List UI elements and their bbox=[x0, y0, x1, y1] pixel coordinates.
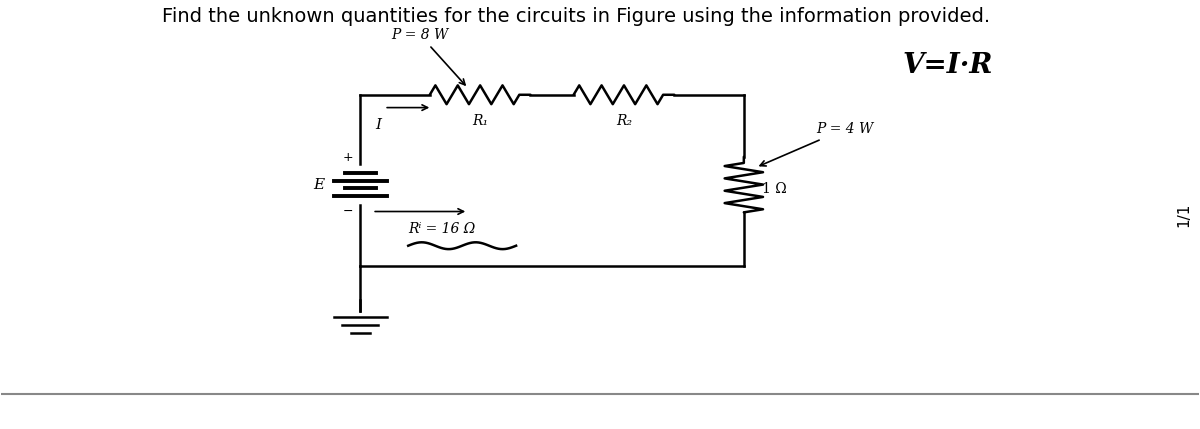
Text: I: I bbox=[376, 118, 382, 132]
Text: +: + bbox=[343, 151, 354, 164]
Text: P = 4 W: P = 4 W bbox=[760, 122, 872, 166]
Text: R₂: R₂ bbox=[616, 114, 632, 128]
Text: 1/1: 1/1 bbox=[1176, 202, 1190, 227]
Text: R₁: R₁ bbox=[472, 114, 488, 128]
Text: Find the unknown quantities for the circuits in Figure using the information pro: Find the unknown quantities for the circ… bbox=[162, 7, 990, 26]
Text: 1 Ω: 1 Ω bbox=[762, 182, 786, 196]
Text: E: E bbox=[313, 178, 324, 192]
Text: Rⁱ = 16 Ω: Rⁱ = 16 Ω bbox=[408, 222, 475, 236]
Text: −: − bbox=[343, 205, 354, 218]
Text: V=I·R: V=I·R bbox=[902, 52, 992, 79]
Text: P = 8 W: P = 8 W bbox=[391, 28, 466, 85]
